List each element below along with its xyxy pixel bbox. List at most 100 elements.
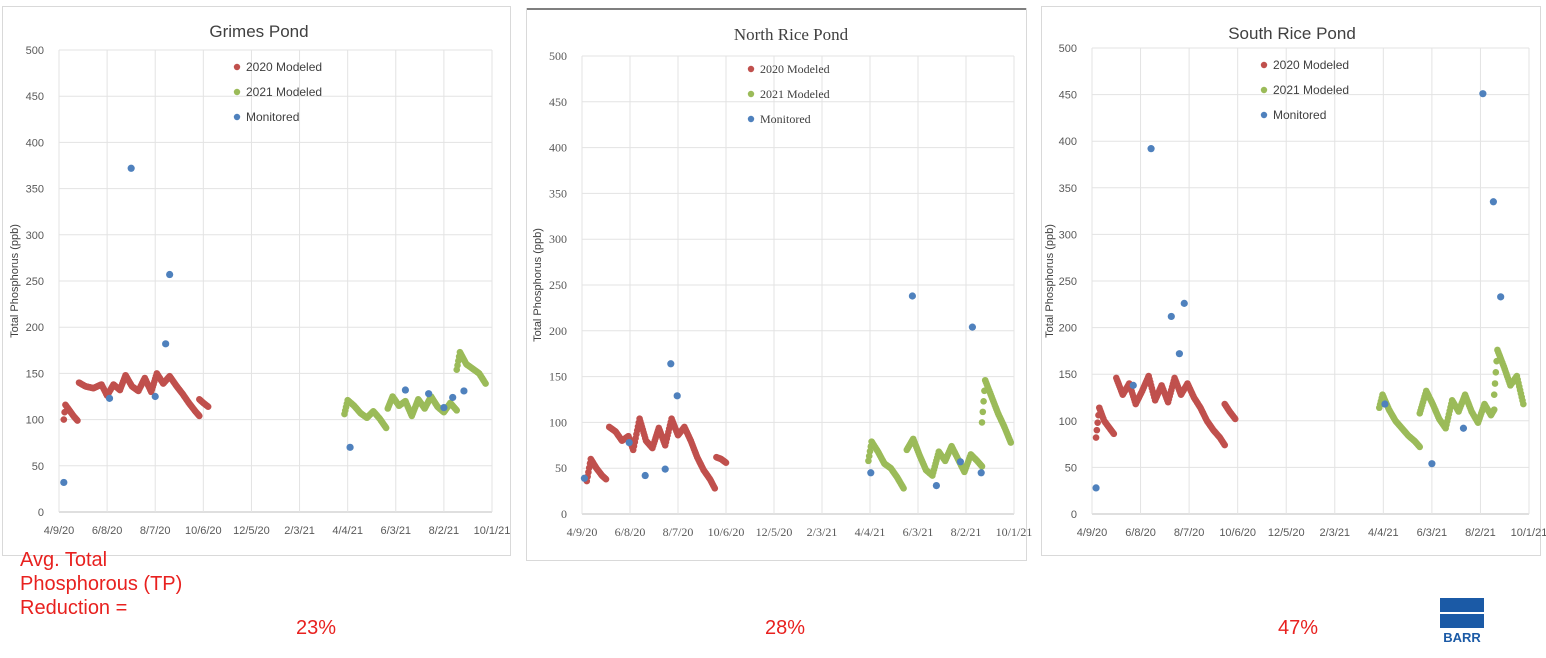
modeled-point (382, 424, 390, 432)
monitored-point (673, 392, 681, 400)
x-tick-label: 4/9/20 (567, 525, 598, 539)
avg-label-line: Phosphorous (TP) (20, 573, 183, 595)
monitored-point (977, 469, 985, 477)
x-tick-label: 8/7/20 (1174, 527, 1205, 539)
modeled-point (1492, 369, 1500, 376)
legend-marker (747, 65, 755, 73)
modeled-point (482, 380, 489, 387)
chart-panel-grimes-pond: 0 50 100 150 200 250 300 350 400 450 500 4/9/20 6/8/… (2, 6, 511, 556)
monitored-point (625, 438, 633, 447)
y-tick-label: 100 (549, 415, 567, 429)
y-tick-label: 500 (1059, 43, 1077, 55)
y-tick-label: 400 (549, 141, 567, 155)
y-tick-label: 100 (26, 415, 44, 427)
legend-label: 2020 Modeled (760, 62, 830, 76)
monitored-point (908, 292, 916, 300)
modeled-point (74, 417, 81, 424)
chart-title: North Rice Pond (734, 25, 849, 44)
modeled-point (453, 407, 461, 414)
avg-tp-reduction-label: Avg. Total Phosphorous (TP) Reduction = (20, 548, 260, 620)
modeled-point (1007, 439, 1015, 446)
y-tick-label: 500 (549, 49, 567, 63)
x-tick-label: 8/7/20 (663, 525, 694, 539)
modeled-point (196, 412, 203, 420)
legend-marker (1260, 86, 1268, 94)
y-tick-label: 100 (1059, 416, 1077, 428)
y-tick-label: 200 (1059, 323, 1077, 335)
x-tick-label: 8/2/21 (951, 525, 982, 539)
monitored-point (1175, 350, 1183, 358)
y-tick-label: 50 (1065, 462, 1077, 474)
panel-top-border (527, 8, 1026, 10)
y-axis-label: Total Phosphorus (ppb) (1044, 224, 1056, 338)
monitored-point (60, 478, 68, 487)
legend-marker (747, 90, 755, 98)
monitored-point (1167, 312, 1175, 321)
y-tick-label: 400 (26, 137, 44, 149)
y-tick-label: 300 (1059, 229, 1077, 241)
reduction-south-rice-pond: 47% (1278, 617, 1319, 639)
monitored-point (1428, 460, 1436, 468)
monitored-point (867, 469, 875, 477)
modeled-point (1520, 400, 1527, 408)
monitored-point (932, 482, 940, 490)
x-tick-label: 12/5/20 (1268, 527, 1305, 539)
x-tick-label: 10/1/21 (474, 525, 511, 537)
monitored-point (1092, 484, 1100, 492)
y-tick-label: 150 (26, 368, 44, 380)
monitored-point (968, 323, 976, 331)
barr-logo: BARR (1440, 598, 1484, 644)
x-tick-label: 6/3/21 (903, 525, 934, 539)
x-tick-label: 6/3/21 (1417, 527, 1448, 539)
y-tick-label: 450 (1059, 90, 1077, 102)
monitored-point (151, 392, 159, 401)
legend-label: Monitored (760, 112, 811, 126)
monitored-point (166, 270, 174, 279)
monitored-point (440, 403, 448, 412)
monitored-point (105, 394, 114, 402)
chart-panel-south-rice-pond: 0 50 100 150 200 250 300 350 400 450 500 4/9/20 6/8/… (1041, 6, 1546, 556)
legend-marker (233, 88, 241, 96)
monitored-point (641, 471, 649, 480)
y-tick-label: 500 (26, 45, 44, 57)
legend-marker (233, 63, 241, 71)
x-tick-label: 8/2/21 (1465, 527, 1496, 539)
modeled-point (900, 485, 907, 492)
modeled-point (711, 485, 719, 492)
monitored-point (1180, 299, 1188, 307)
legend-marker (233, 113, 241, 121)
x-tick-label: 6/8/20 (615, 525, 646, 539)
modeled-point (602, 475, 610, 483)
y-tick-label: 250 (549, 278, 567, 292)
modeled-point (60, 416, 68, 423)
monitored-point (460, 387, 468, 395)
chart-panel-north-rice-pond: 0 50 100 150 200 250 300 350 400 450 500 4/9/20 6/8/… (526, 8, 1032, 561)
y-axis-label: Total Phosphorus (ppb) (9, 224, 21, 338)
legend-label: Monitored (246, 110, 299, 124)
modeled-point (979, 408, 987, 416)
grimes-pond-chart: 0 50 100 150 200 250 300 350 400 450 500 4/9/20 6/8/… (9, 22, 511, 537)
x-tick-label: 12/5/20 (756, 525, 793, 539)
modeled-point (1221, 441, 1229, 449)
chart-title: Grimes Pond (209, 22, 308, 41)
monitored-point (956, 458, 964, 466)
y-tick-label: 200 (26, 322, 44, 334)
x-tick-label: 10/6/20 (1219, 527, 1256, 539)
avg-label-line: Avg. Total (20, 549, 108, 571)
modeled-point (1490, 391, 1498, 399)
barr-logo-text: BARR (1443, 630, 1481, 644)
x-tick-label: 10/6/20 (708, 525, 745, 539)
y-tick-label: 50 (555, 461, 567, 475)
monitored-point (346, 443, 354, 451)
legend-label: 2020 Modeled (1273, 58, 1349, 72)
modeled-point (1094, 419, 1101, 426)
y-tick-label: 400 (1059, 136, 1077, 148)
modeled-point (204, 403, 212, 410)
monitored-point (661, 465, 669, 473)
chart-title: South Rice Pond (1228, 24, 1356, 43)
y-tick-label: 350 (549, 186, 567, 200)
x-tick-label: 10/1/21 (1511, 527, 1546, 539)
monitored-point (1489, 198, 1497, 206)
legend-label: Monitored (1273, 108, 1326, 122)
monitored-point (127, 164, 135, 172)
